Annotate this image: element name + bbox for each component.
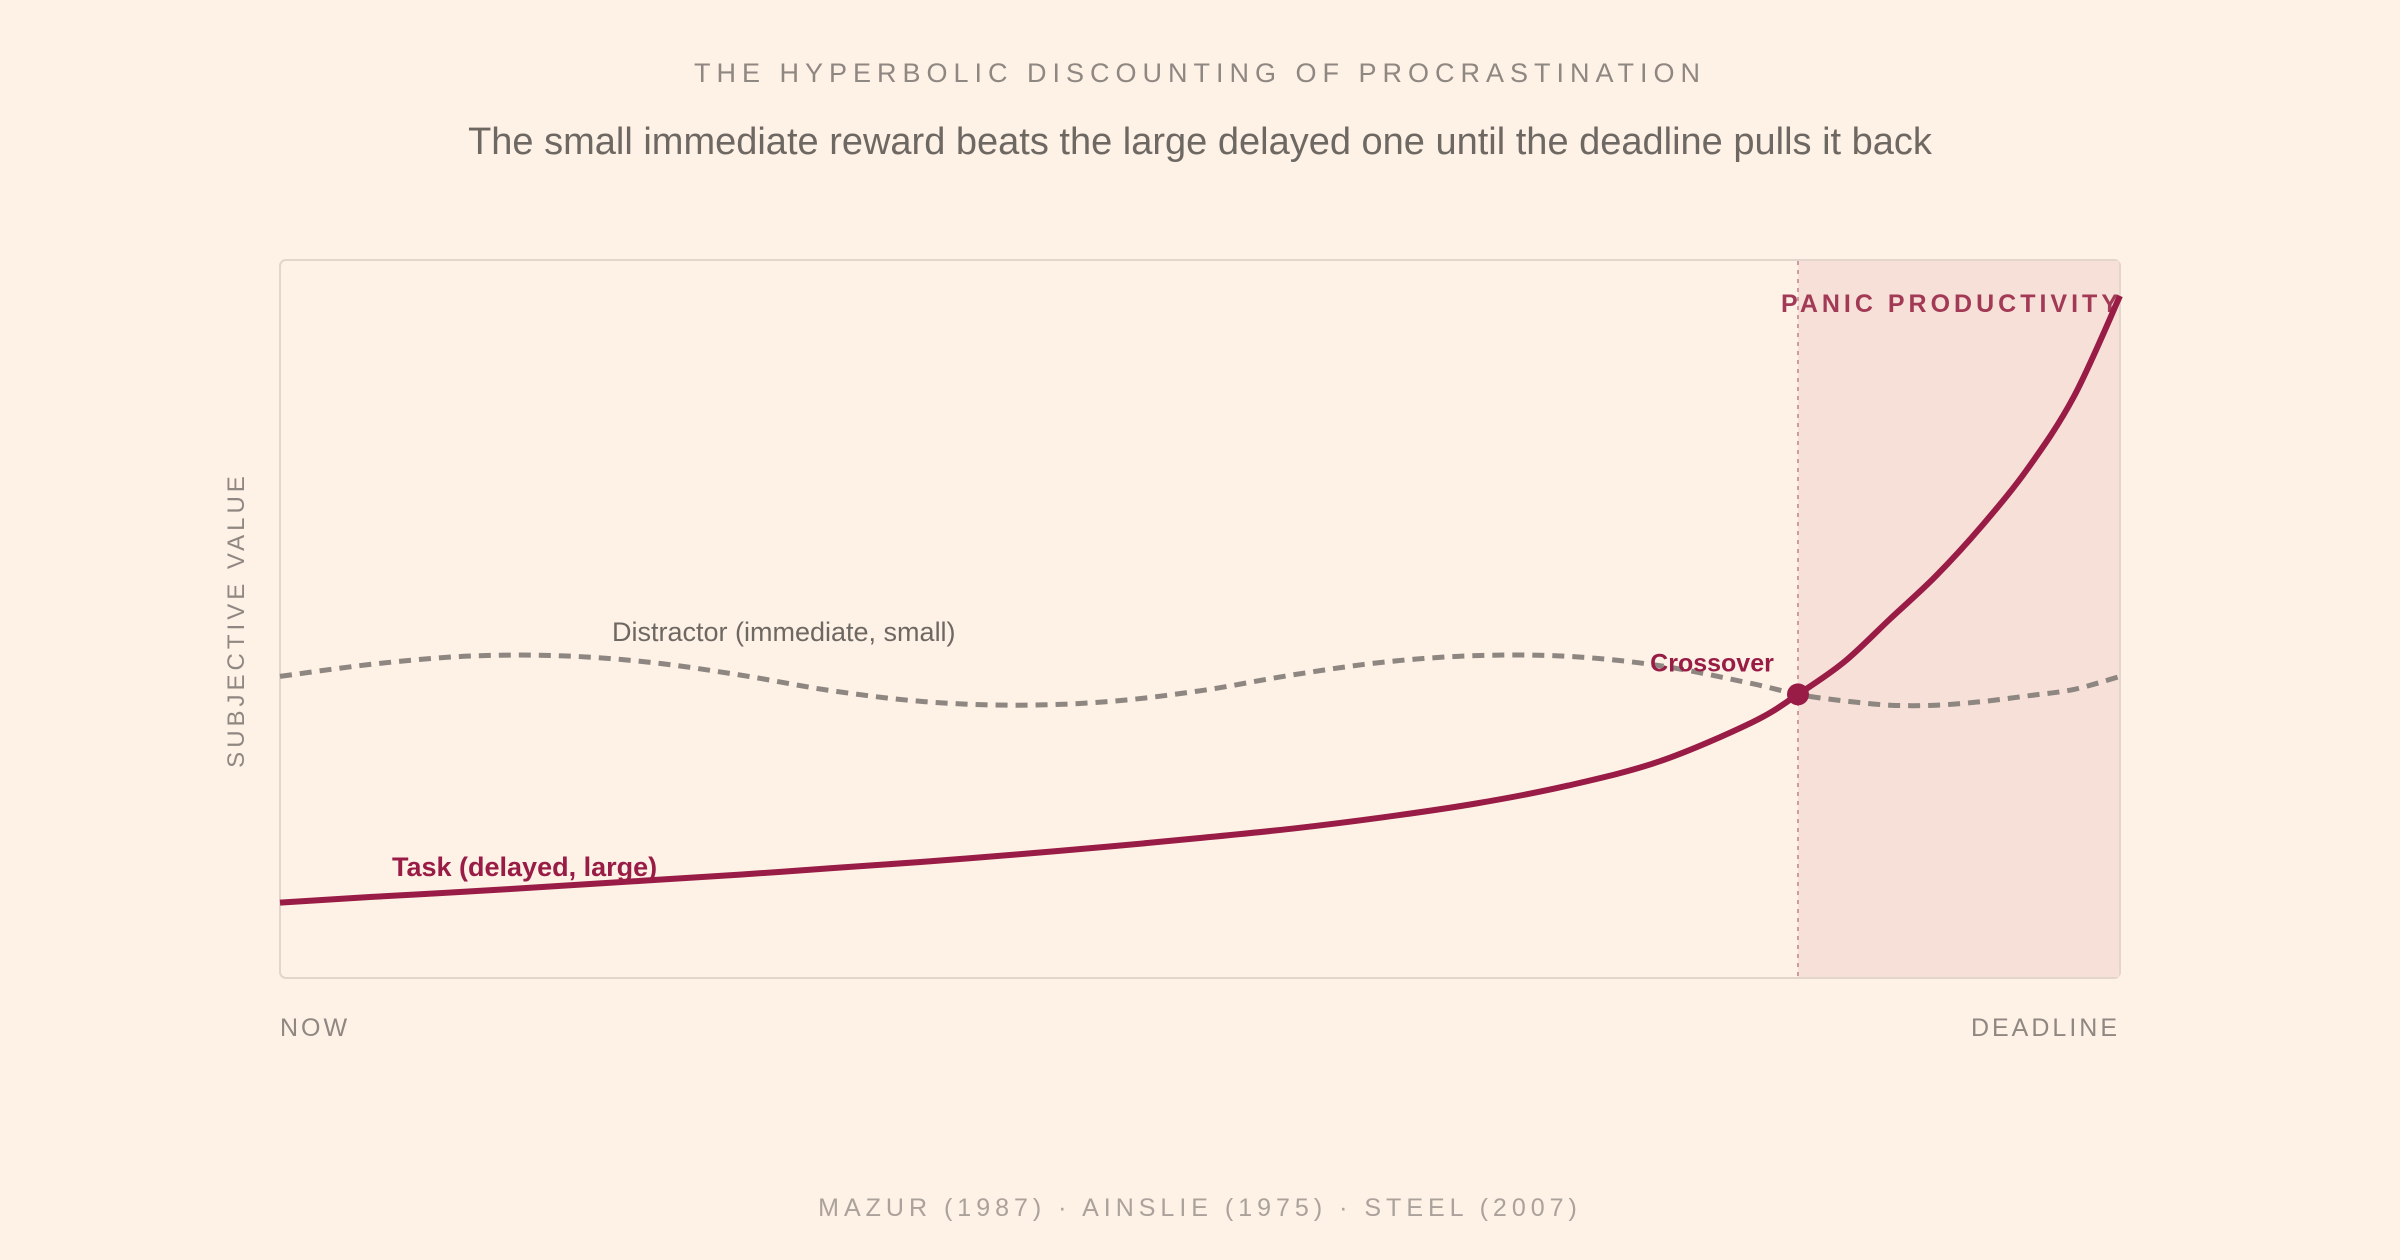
distractor-series-line bbox=[279, 652, 2121, 709]
task-series-label: Task (delayed, large) bbox=[392, 852, 657, 882]
crossover-point bbox=[1787, 683, 1809, 706]
panic-zone bbox=[1798, 261, 2119, 977]
x-axis-end-label: DEADLINE bbox=[1971, 1014, 2120, 1042]
series-layer bbox=[279, 294, 2123, 906]
source-citation: MAZUR (1987) · AINSLIE (1975) · STEEL (2… bbox=[818, 1194, 1582, 1222]
chart-title: The small immediate reward beats the lar… bbox=[468, 121, 1933, 163]
x-axis-start-label: NOW bbox=[280, 1014, 350, 1042]
chart-kicker: THE HYPERBOLIC DISCOUNTING OF PROCRASTIN… bbox=[694, 58, 1706, 88]
panic-zone-label: PANIC PRODUCTIVITY bbox=[1781, 290, 2122, 318]
plot-area bbox=[279, 259, 2121, 979]
task-series-line bbox=[279, 294, 2123, 906]
distractor-series-label: Distractor (immediate, small) bbox=[612, 617, 956, 647]
y-axis-label: SUBJECTIVE VALUE bbox=[223, 472, 250, 768]
crossover-label: Crossover bbox=[1650, 649, 1774, 677]
